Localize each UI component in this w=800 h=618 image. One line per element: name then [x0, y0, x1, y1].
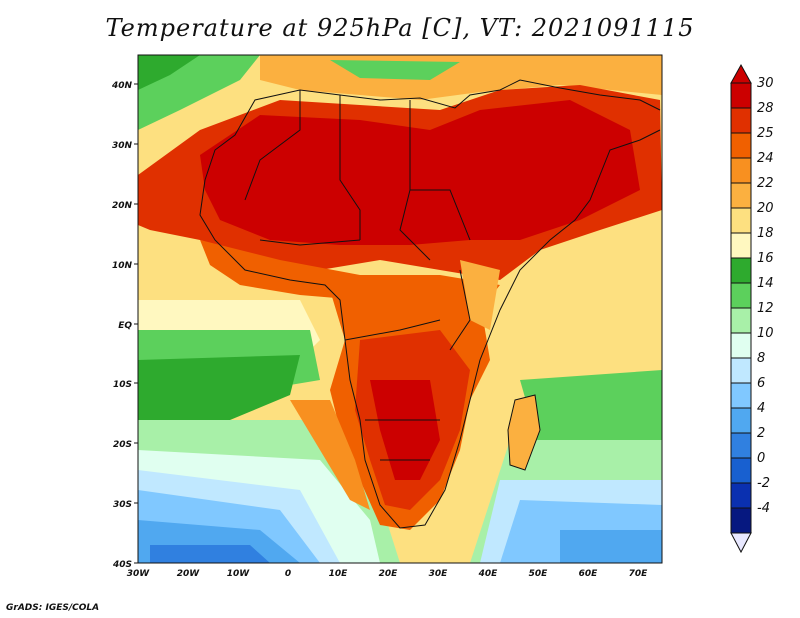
colorbar-label: 20	[757, 201, 774, 216]
lon-tick-20e: 20E	[379, 569, 399, 579]
colorbar-label: 18	[757, 226, 774, 241]
colorbar-label: 4	[757, 401, 765, 416]
colorbar-label: -2	[757, 476, 770, 491]
colorbar-label: 10	[757, 326, 774, 341]
colorbar-segment	[730, 307, 752, 334]
colorbar-label: 6	[757, 376, 765, 391]
colorbar-segment	[730, 382, 752, 409]
colorbar-segment	[730, 432, 752, 459]
colorbar-label: 0	[757, 451, 765, 466]
map-frame	[137, 54, 663, 564]
colorbar-segment	[730, 407, 752, 434]
colorbar-label: 12	[757, 301, 774, 316]
colorbar-segment	[730, 82, 752, 109]
grads-credit: GrADS: IGES/COLA	[6, 603, 100, 613]
colorbar-bottom-arrow	[730, 532, 752, 554]
lat-tick-40n: 40N	[111, 81, 133, 91]
colorbar-segment	[730, 207, 752, 234]
lat-tick-30n: 30N	[112, 141, 133, 151]
lon-tick-0: 0	[285, 569, 291, 579]
colorbar-segment	[730, 507, 752, 534]
colorbar-label: 25	[757, 126, 774, 141]
lat-tick-40s: 40S	[112, 560, 132, 570]
colorbar-label: 28	[757, 101, 774, 116]
lon-tick-60e: 60E	[579, 569, 599, 579]
lat-tick-eq: EQ	[118, 321, 132, 331]
colorbar-segment	[730, 457, 752, 484]
coastlines	[199, 79, 661, 529]
lat-tick-30s: 30S	[113, 500, 132, 510]
colorbar-segment	[730, 332, 752, 359]
colorbar-label: 16	[757, 251, 774, 266]
colorbar-label: 8	[757, 351, 765, 366]
lat-tick-labels: 40S 30S 20S 10S EQ 10N 20N 30N 40N	[111, 81, 133, 570]
lat-tick-20n: 20N	[112, 201, 133, 211]
colorbar-label: 2	[757, 426, 765, 441]
lon-tick-30w: 30W	[127, 569, 151, 579]
colorbar-segment	[730, 182, 752, 209]
colorbar-label: 14	[757, 276, 774, 291]
lon-tick-40e: 40E	[478, 569, 499, 579]
colorbar-segment	[730, 157, 752, 184]
colorbar-segment	[730, 132, 752, 159]
colorbar-top-arrow	[730, 63, 752, 84]
temperature-field	[138, 55, 662, 563]
colorbar-label: 22	[757, 176, 774, 191]
chart-title: Temperature at 925hPa [C], VT: 202109111…	[105, 14, 695, 42]
colorbar-segment	[730, 232, 752, 259]
colorbar-segment	[730, 282, 752, 309]
lon-tick-70e: 70E	[629, 569, 649, 579]
lat-tick-20s: 20S	[113, 440, 132, 450]
lon-tick-20w: 20W	[177, 569, 201, 579]
colorbar-segment	[730, 107, 752, 134]
lon-tick-10e: 10E	[329, 569, 349, 579]
colorbar-segment	[730, 257, 752, 284]
colorbar-segment	[730, 357, 752, 384]
lat-tick-10n: 10N	[112, 261, 133, 271]
lon-tick-labels: 30W 20W 10W 0 10E 20E 30E 40E 50E 60E 70…	[127, 569, 648, 579]
colorbar-label: 24	[757, 151, 774, 166]
lon-tick-10w: 10W	[227, 569, 251, 579]
lon-tick-30e: 30E	[429, 569, 449, 579]
lat-tick-marks	[134, 83, 138, 564]
colorbar-label: 30	[757, 76, 774, 91]
lat-tick-10s: 10S	[113, 380, 132, 390]
lon-tick-50e: 50E	[529, 569, 549, 579]
colorbar-label: -4	[757, 501, 770, 516]
colorbar-segment	[730, 482, 752, 509]
